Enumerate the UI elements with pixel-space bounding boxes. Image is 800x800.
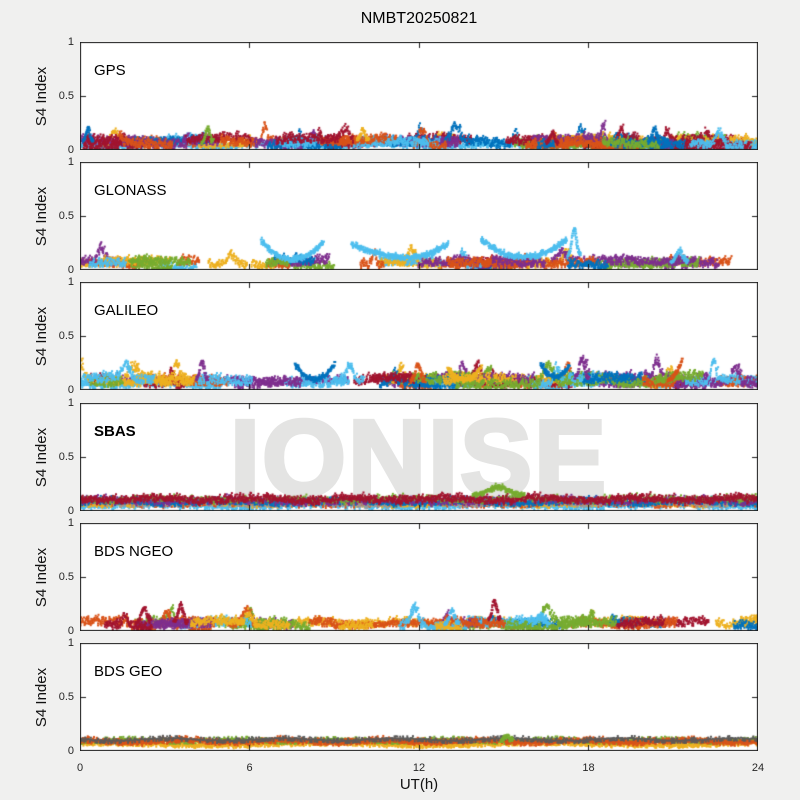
panel-galileo: 1 0.5 0 S4 Index GALILEO — [34, 276, 758, 396]
y-axis-label: S4 Index — [33, 667, 51, 727]
panel-bds-ngeo: 1 0.5 0 S4 Index BDS NGEO — [34, 517, 758, 637]
glonass-plot-canvas — [80, 162, 758, 270]
ytick-label: 1 — [67, 36, 74, 48]
panel-glonass: 1 0.5 0 S4 Index GLONASS — [34, 156, 758, 276]
ytick-label: 1 — [67, 397, 74, 409]
ytick-label: 0 — [67, 745, 74, 757]
bds-ngeo-plot-canvas — [80, 523, 758, 631]
ytick-label: 1 — [67, 276, 74, 288]
sbas-plot-canvas — [80, 403, 758, 511]
xtick-label-0: 0 — [76, 762, 84, 774]
ytick-label: 0 — [67, 384, 74, 396]
ytick-label: 0.5 — [58, 571, 74, 583]
ytick-label: 0.5 — [58, 210, 74, 222]
xtick-label-18: 18 — [582, 762, 595, 774]
xtick-label-6: 6 — [246, 762, 253, 774]
panel-label-gps: GPS — [94, 62, 126, 79]
panel-bds-geo: 1 0.5 0 S4 Index BDS GEO — [34, 637, 758, 757]
ytick-label: 0.5 — [58, 691, 74, 703]
panel-label-galileo: GALILEO — [94, 302, 159, 319]
x-axis-label: UT(h) — [399, 776, 439, 793]
ytick-label: 0.5 — [58, 330, 74, 342]
panel-label-bds-ngeo: BDS NGEO — [94, 543, 174, 560]
ytick-label: 0 — [67, 264, 74, 276]
panel-label-sbas: SBAS — [94, 423, 136, 440]
ytick-label: 0 — [67, 505, 74, 517]
galileo-plot-canvas — [80, 282, 758, 390]
ytick-label: 0 — [67, 625, 74, 637]
panel-gps: 1 0.5 0 S4 Index GPS — [34, 36, 758, 156]
ytick-label: 0.5 — [58, 90, 74, 102]
panel-label-glonass: GLONASS — [94, 182, 167, 199]
ytick-label: 0 — [67, 144, 74, 156]
y-axis-label: S4 Index — [33, 306, 51, 366]
gps-plot-canvas — [80, 42, 758, 150]
ytick-label: 1 — [67, 156, 74, 168]
y-axis-label: S4 Index — [33, 427, 51, 487]
ytick-label: 1 — [67, 517, 74, 529]
y-axis-label: S4 Index — [33, 186, 51, 246]
bds-geo-plot-canvas — [80, 643, 758, 751]
panel-label-bds-geo: BDS GEO — [94, 663, 163, 680]
ytick-label: 0.5 — [58, 451, 74, 463]
ytick-label: 1 — [67, 637, 74, 649]
panel-sbas: 1 0.5 0 S4 Index IONISE SBAS — [34, 395, 758, 520]
xtick-label-24: 24 — [751, 762, 765, 774]
chart-title: NMBT20250821 — [360, 10, 478, 27]
y-axis-label: S4 Index — [33, 66, 51, 126]
y-axis-label: S4 Index — [33, 547, 51, 607]
xtick-label-12: 12 — [412, 762, 426, 774]
